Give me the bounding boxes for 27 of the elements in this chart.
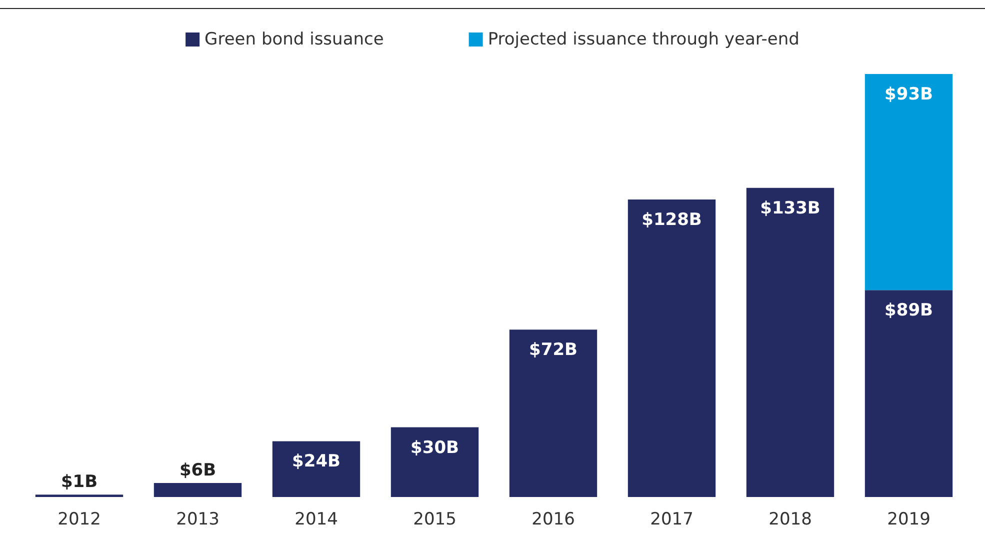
bar [154, 483, 242, 497]
legend-label: Projected issuance through year-end [488, 30, 800, 50]
data-label: $30B [410, 438, 459, 458]
x-tick-label: 2012 [58, 510, 101, 530]
data-label: $133B [760, 198, 820, 218]
x-tick-label: 2017 [650, 510, 694, 530]
data-label: $93B [884, 84, 933, 104]
bar [746, 188, 834, 497]
x-tick-label: 2014 [294, 510, 338, 530]
x-tick-label: 2015 [413, 510, 456, 530]
x-tick-label: 2013 [176, 510, 220, 530]
bar [390, 427, 479, 497]
legend-label: Green bond issuance [204, 30, 384, 50]
x-tick-label: 2019 [887, 510, 930, 530]
bar [628, 200, 716, 497]
data-label: $128B [642, 210, 702, 230]
bar [509, 330, 598, 497]
data-label: $6B [179, 460, 216, 481]
bar [864, 74, 953, 290]
data-label: $72B [529, 340, 578, 360]
data-label: $24B [292, 452, 340, 472]
data-label: $1B [60, 472, 98, 492]
x-tick-label: 2018 [768, 510, 812, 530]
bar [272, 441, 360, 497]
x-tick-label: 2016 [532, 510, 575, 530]
bar [864, 290, 953, 497]
data-label: $89B [884, 300, 933, 321]
